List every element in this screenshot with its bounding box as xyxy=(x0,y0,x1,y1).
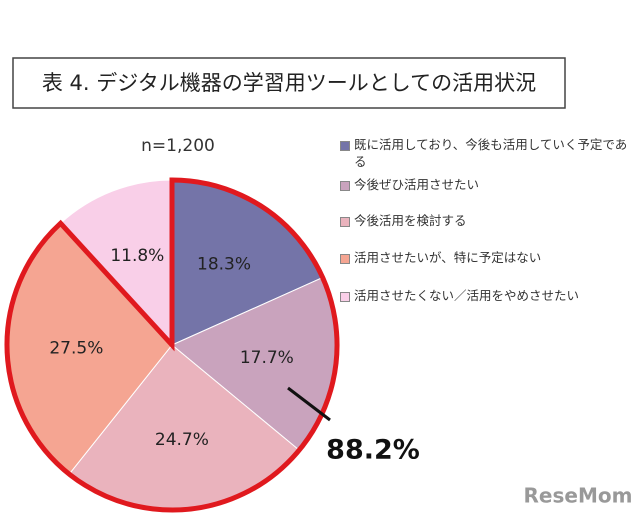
legend-item: 今後ぜひ活用させたい xyxy=(340,176,630,193)
legend-label: 今後活用を検討する xyxy=(354,213,467,228)
legend-item: 活用させたくない／活用をやめさせたい xyxy=(340,287,630,304)
legend-swatch xyxy=(340,217,350,227)
pie-slice xyxy=(59,179,173,347)
watermark: ReseMom xyxy=(524,484,633,508)
data-label: 24.7% xyxy=(155,430,209,450)
data-label: 18.3% xyxy=(197,255,251,275)
legend-swatch xyxy=(340,254,350,264)
pie xyxy=(4,177,340,513)
data-label: 11.8% xyxy=(110,246,164,266)
data-label: 27.5% xyxy=(49,338,103,358)
callout-line xyxy=(287,386,331,422)
legend-swatch xyxy=(340,292,350,302)
legend-label: 活用させたいが、特に予定はない xyxy=(354,250,542,265)
legend-item: 今後活用を検討する xyxy=(340,212,630,229)
chart-title: 表 4. デジタル機器の学習用ツールとしての活用状況 xyxy=(42,71,536,95)
annotation: 88.2% xyxy=(326,435,420,466)
highlight-outline xyxy=(4,177,340,513)
legend-label: 既に活用しており、今後も活用していく予定である xyxy=(354,137,628,169)
title-box xyxy=(12,57,566,109)
legend-item: 既に活用しており、今後も活用していく予定である xyxy=(340,136,630,170)
legend-item: 活用させたいが、特に予定はない xyxy=(340,249,630,266)
chart-subtitle: n=1,200 xyxy=(141,136,215,156)
legend-label: 今後ぜひ活用させたい xyxy=(354,177,480,192)
legend-label: 活用させたくない／活用をやめさせたい xyxy=(354,288,580,303)
legend-swatch xyxy=(340,141,350,151)
data-label: 17.7% xyxy=(240,348,294,368)
legend-swatch xyxy=(340,181,350,191)
